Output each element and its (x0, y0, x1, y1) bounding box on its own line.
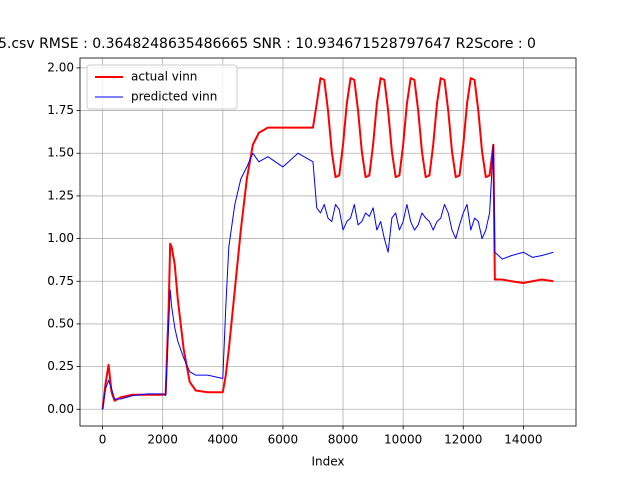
y-tick-label: 1.50 (47, 146, 74, 160)
x-axis-label: Index (311, 455, 344, 469)
y-tick-label: 1.25 (47, 188, 74, 202)
legend-label: predicted vinn (131, 90, 217, 104)
y-tick-label: 0.25 (47, 359, 74, 373)
x-tick-label: 12000 (444, 433, 482, 447)
legend-label: actual vinn (131, 70, 197, 84)
x-tick-label: 4000 (208, 433, 239, 447)
chart-title: 5.csv RMSE : 0.3648248635486665 SNR : 10… (0, 36, 536, 52)
x-tick-label: 8000 (328, 433, 359, 447)
x-tick-label: 0 (99, 433, 107, 447)
data-line (102, 144, 554, 410)
plot-frame (79, 57, 577, 427)
y-tick-label: 2.00 (47, 60, 74, 74)
x-tick-label: 10000 (384, 433, 422, 447)
y-tick-label: 1.00 (47, 231, 74, 245)
y-tick-label: 0.75 (47, 274, 74, 288)
y-tick-label: 0.50 (47, 316, 74, 330)
legend-box (86, 64, 238, 110)
x-tick-label: 2000 (147, 433, 178, 447)
x-tick-label: 14000 (504, 433, 542, 447)
y-tick-label: 1.75 (47, 103, 74, 117)
y-tick-label: 0.00 (47, 402, 74, 416)
x-tick-label: 6000 (268, 433, 299, 447)
data-line (101, 77, 554, 410)
